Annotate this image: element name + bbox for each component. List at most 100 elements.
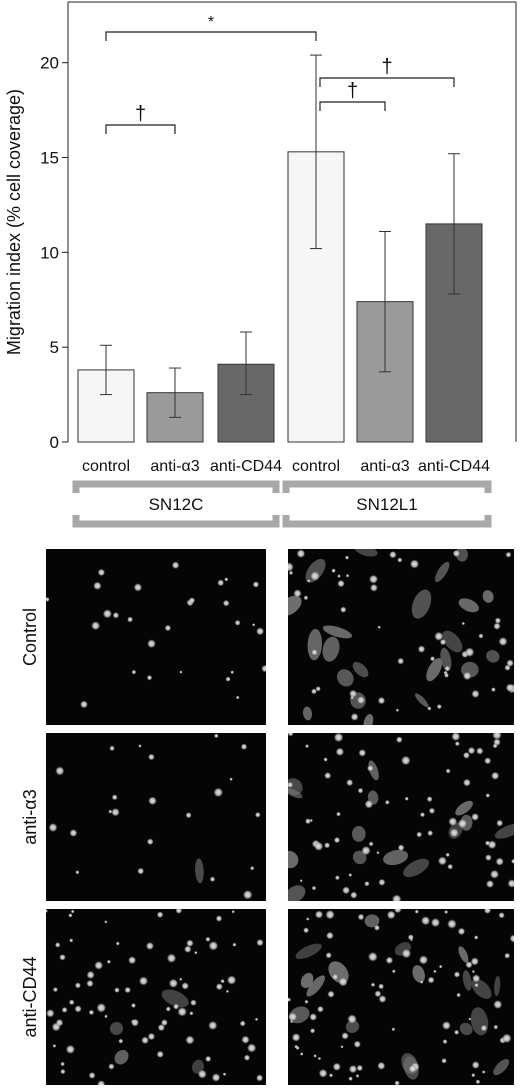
fluorescent-cell <box>184 945 192 953</box>
fluorescent-cell <box>104 920 108 924</box>
fluorescent-cell <box>60 1068 66 1075</box>
fluorescent-cell <box>427 976 435 984</box>
spread-cell <box>354 549 378 557</box>
fluorescent-cell <box>324 842 331 849</box>
micrograph-sn12c-control <box>46 549 266 725</box>
fluorescent-cell <box>439 638 447 646</box>
fluorescent-cell <box>397 844 405 852</box>
fluorescent-cell <box>485 793 491 798</box>
fluorescent-cell <box>471 812 480 821</box>
fluorescent-cell <box>325 909 335 920</box>
fluorescent-cell <box>348 873 353 877</box>
spread-cell <box>306 975 325 997</box>
fluorescent-cell <box>407 934 414 941</box>
fluorescent-cell <box>337 579 345 588</box>
fluorescent-cell <box>309 818 313 823</box>
fluorescent-cell <box>291 1033 301 1042</box>
fluorescent-cell <box>507 879 514 888</box>
fluorescent-cell <box>112 612 120 619</box>
fluorescent-cell <box>118 1038 124 1044</box>
fluorescent-cell <box>304 999 309 1004</box>
fluorescent-cell <box>485 854 492 861</box>
fluorescent-cell <box>395 736 403 744</box>
fluorescent-cell <box>509 934 514 943</box>
fluorescent-cell <box>377 696 386 705</box>
fluorescent-cell <box>146 838 154 846</box>
spread-cell <box>195 858 204 884</box>
micrograph-sn12c-anti-cd44 <box>46 909 266 1085</box>
fluorescent-cell <box>378 995 387 1003</box>
fluorescent-cell <box>475 1079 481 1085</box>
fluorescent-cell <box>59 954 66 961</box>
fluorescent-cell <box>338 977 348 987</box>
fluorescent-cell <box>452 549 461 558</box>
fluorescent-cell <box>444 910 449 914</box>
fluorescent-cell <box>186 939 194 947</box>
fluorescent-cell <box>97 568 106 577</box>
fluorescent-cell <box>243 1054 251 1061</box>
fluorescent-cell <box>138 976 149 986</box>
fluorescent-cell <box>377 1061 386 1070</box>
fluorescent-cell <box>491 687 496 692</box>
fluorescent-cell <box>69 938 74 943</box>
fluorescent-cell <box>442 1039 448 1045</box>
fluorescent-cell <box>313 1054 317 1058</box>
fluorescent-cell <box>323 757 328 762</box>
fluorescent-cell <box>102 609 113 619</box>
fluorescent-cell <box>247 1043 257 1053</box>
fluorescent-cell <box>438 964 443 969</box>
fluorescent-cell <box>462 778 471 787</box>
fluorescent-cell <box>230 670 235 675</box>
fluorescent-cell <box>235 695 240 700</box>
spread-cell <box>455 800 473 816</box>
fluorescent-cell <box>331 568 336 573</box>
fluorescent-cell <box>353 1040 361 1048</box>
fluorescent-cell <box>419 812 426 818</box>
fluorescent-cell <box>86 979 94 988</box>
significance-bracket <box>105 31 317 41</box>
fluorescent-cell <box>504 952 511 959</box>
group-bracket-upper <box>282 480 492 493</box>
fluorescent-cell <box>394 1080 400 1085</box>
fluorescent-cell <box>252 623 256 627</box>
fluorescent-cell <box>61 1006 68 1013</box>
significance-bracket <box>319 77 455 87</box>
fluorescent-cell <box>384 799 390 805</box>
fluorescent-cell <box>348 1076 353 1081</box>
fluorescent-cell <box>54 942 61 948</box>
fluorescent-cell <box>133 583 143 592</box>
fluorescent-cell <box>109 745 115 752</box>
fluorescent-cell <box>147 639 156 649</box>
fluorescent-cell <box>138 744 142 748</box>
fluorescent-cell <box>88 1009 95 1016</box>
micrograph-sn12l1-anti-a3 <box>288 733 514 901</box>
fluorescent-cell <box>480 1024 488 1032</box>
fluorescent-cell <box>427 706 432 711</box>
fluorescent-cell <box>348 1064 358 1074</box>
fluorescent-cell <box>317 1056 322 1061</box>
fluorescent-cell <box>305 818 311 825</box>
fluorescent-cell <box>505 683 514 692</box>
row-label-control: Control <box>20 607 40 667</box>
fluorescent-cell <box>481 1070 486 1074</box>
y-tick-label: 15 <box>40 149 59 168</box>
fluorescent-cell <box>496 819 504 827</box>
fluorescent-cell <box>70 909 75 914</box>
fluorescent-cell <box>368 841 374 847</box>
fluorescent-cell <box>336 811 341 817</box>
fluorescent-cell <box>104 1014 108 1019</box>
fluorescent-cell <box>309 1028 316 1034</box>
fluorescent-cell <box>448 817 458 827</box>
fluorescent-cell <box>48 822 58 833</box>
fluorescent-cell <box>324 772 332 780</box>
fluorescent-cell <box>506 659 514 667</box>
fluorescent-cell <box>389 550 397 559</box>
fluorescent-cell <box>205 936 211 942</box>
fluorescent-cell <box>370 982 376 987</box>
fluorescent-cell <box>494 617 502 624</box>
fluorescent-cell <box>484 757 492 765</box>
fluorescent-cell <box>65 1044 76 1055</box>
spread-cell <box>415 693 429 708</box>
fluorescent-cell <box>485 879 495 889</box>
fluorescent-cell <box>88 1071 96 1079</box>
